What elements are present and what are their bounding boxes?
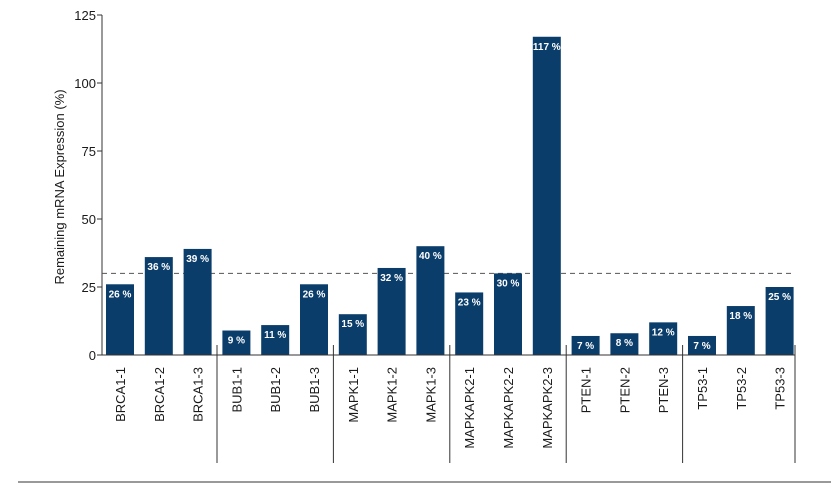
bar bbox=[765, 287, 794, 355]
data-label: 11 % bbox=[264, 330, 286, 341]
bar bbox=[416, 246, 445, 355]
x-tick-label: PTEN-3 bbox=[656, 367, 671, 413]
y-tick-label: 25 bbox=[82, 280, 96, 295]
bar bbox=[494, 273, 522, 355]
y-tick-label: 75 bbox=[82, 144, 96, 159]
data-label: 30 % bbox=[497, 278, 520, 289]
bar bbox=[610, 333, 639, 355]
x-tick-label: MAPK1-1 bbox=[346, 367, 361, 423]
bar bbox=[300, 284, 328, 355]
data-label: 25 % bbox=[768, 292, 791, 303]
x-tick-label: PTEN-1 bbox=[579, 367, 594, 413]
bar bbox=[455, 292, 484, 355]
x-tick-label: BRCA1-1 bbox=[113, 367, 128, 422]
data-label: 39 % bbox=[186, 254, 209, 265]
data-label: 36 % bbox=[147, 262, 170, 273]
x-tick-label: BRCA1-3 bbox=[191, 367, 206, 422]
bar bbox=[144, 257, 173, 355]
data-label: 12 % bbox=[652, 327, 675, 338]
x-tick-label: PTEN-2 bbox=[617, 367, 632, 413]
x-tick-label: MAPK1-3 bbox=[423, 367, 438, 423]
data-label: 26 % bbox=[303, 289, 326, 300]
bar bbox=[261, 325, 290, 355]
bars: 26 % 36 % 39 % 9 % 11 % 26 % 15 % 32 % 40 % 23 % 3… bbox=[106, 36, 794, 355]
x-tick-label: TP53-2 bbox=[734, 367, 749, 410]
x-tick-label: MAPK1-2 bbox=[385, 367, 400, 423]
data-label: 7 % bbox=[577, 341, 594, 352]
bar bbox=[649, 322, 678, 355]
bar bbox=[106, 284, 134, 355]
data-label: 117 % bbox=[533, 42, 561, 53]
y-tick-label: 0 bbox=[89, 348, 96, 363]
bar bbox=[726, 306, 755, 355]
y-tick-label: 50 bbox=[82, 212, 96, 227]
x-tick-label: TP53-3 bbox=[773, 367, 788, 410]
data-label: 18 % bbox=[729, 311, 752, 322]
data-label: 40 % bbox=[419, 251, 442, 262]
y-axis: 0 25 50 75 100 125 bbox=[74, 8, 103, 363]
bar bbox=[183, 248, 212, 355]
data-label: 23 % bbox=[458, 297, 481, 308]
x-tick-label: TP53-1 bbox=[695, 367, 710, 410]
y-tick-label: 100 bbox=[74, 76, 96, 91]
data-label: 7 % bbox=[693, 341, 710, 352]
x-tick-label: BUB1-3 bbox=[307, 367, 322, 413]
bar bbox=[222, 330, 251, 355]
y-tick-label: 125 bbox=[74, 8, 96, 23]
bar bbox=[571, 335, 600, 355]
x-tick-label: BRCA1-2 bbox=[152, 367, 167, 422]
x-tick-label: MAPKAPK2-2 bbox=[501, 367, 516, 449]
x-tick-label: MAPKAPK2-1 bbox=[462, 367, 477, 449]
bar bbox=[532, 36, 561, 355]
x-tick-label: MAPKAPK2-3 bbox=[540, 367, 555, 449]
bar bbox=[338, 314, 367, 355]
data-label: 15 % bbox=[341, 319, 364, 330]
x-tick-label: BUB1-2 bbox=[268, 367, 283, 413]
bar bbox=[688, 335, 716, 355]
data-label: 8 % bbox=[616, 338, 633, 349]
data-label: 26 % bbox=[109, 289, 132, 300]
x-tick-label: BUB1-1 bbox=[229, 367, 244, 413]
x-axis: BRCA1-1 BRCA1-2 BRCA1-3 BUB1-1 BUB1-2 BUB1-3 M… bbox=[102, 345, 796, 463]
bar bbox=[377, 267, 406, 355]
data-label: 9 % bbox=[228, 336, 245, 347]
y-axis-title: Remaining mRNA Expression (%) bbox=[52, 89, 67, 284]
data-label: 32 % bbox=[380, 273, 403, 284]
